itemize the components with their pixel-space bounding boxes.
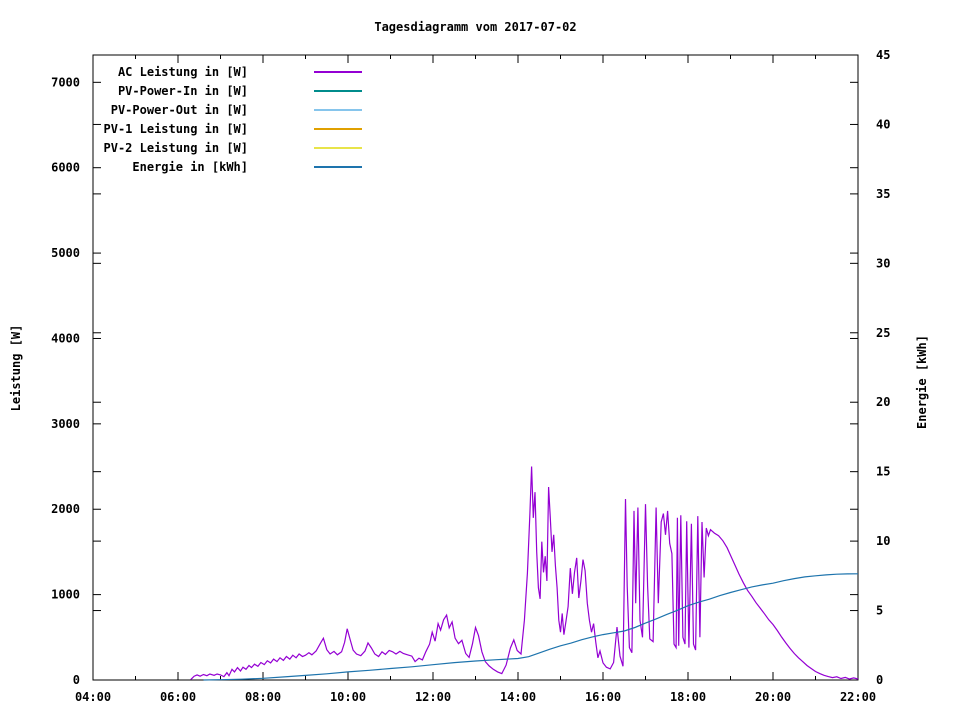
x-tick-label: 14:00 xyxy=(500,690,536,704)
y2-tick-label: 10 xyxy=(876,534,890,548)
y-axis-ticks: 0 1000 2000 3000 4000 5000 6000 7000 xyxy=(51,75,858,687)
legend-item-pv-power-out-in-w-: PV-Power-Out in [W] xyxy=(0,100,362,119)
x-tick-label: 12:00 xyxy=(415,690,451,704)
y2-tick-label: 35 xyxy=(876,187,890,201)
x-tick-label: 18:00 xyxy=(670,690,706,704)
legend-line-sample xyxy=(314,89,362,92)
x-tick-label: 04:00 xyxy=(75,690,111,704)
y2-tick-label: 25 xyxy=(876,326,890,340)
y2-axis-ticks: 0 5 10 15 20 25 30 35 40 45 xyxy=(93,48,890,687)
legend-label: Energie in [kWh] xyxy=(132,159,248,174)
legend-item-ac-leistung-in-w-: AC Leistung in [W] xyxy=(0,62,362,81)
chart-title: Tagesdiagramm vom 2017-07-02 xyxy=(374,20,577,34)
x-tick-label: 22:00 xyxy=(840,690,876,704)
series-line-energie-in-kwh- xyxy=(203,573,859,681)
y2-tick-label: 0 xyxy=(876,673,883,687)
legend-item-pv-2-leistung-in-w-: PV-2 Leistung in [W] xyxy=(0,138,362,157)
legend-line-sample xyxy=(314,146,362,149)
legend-line-sample xyxy=(314,127,362,130)
x-tick-label: 08:00 xyxy=(245,690,281,704)
x-tick-label: 20:00 xyxy=(755,690,791,704)
x-tick-label: 16:00 xyxy=(585,690,621,704)
x-tick-label: 10:00 xyxy=(330,690,366,704)
y-tick-label: 5000 xyxy=(51,246,80,260)
legend-item-pv-power-in-in-w-: PV-Power-In in [W] xyxy=(0,81,362,100)
legend-item-energie-in-kwh-: Energie in [kWh] xyxy=(0,157,362,176)
legend-label: PV-Power-In in [W] xyxy=(117,83,248,98)
y2-tick-label: 5 xyxy=(876,604,883,618)
legend-line-sample xyxy=(314,108,362,111)
y2-tick-label: 45 xyxy=(876,48,890,62)
legend-label: PV-Power-Out in [W] xyxy=(110,102,248,117)
y2-tick-label: 20 xyxy=(876,395,890,409)
legend-line-sample xyxy=(314,70,362,73)
chart-legend: AC Leistung in [W] PV-Power-In in [W] PV-P… xyxy=(0,62,362,176)
y2-tick-label: 15 xyxy=(876,465,890,479)
y-tick-label: 6000 xyxy=(51,161,80,175)
y2-tick-label: 30 xyxy=(876,256,890,270)
y-tick-label: 1000 xyxy=(51,588,80,602)
x-tick-label: 06:00 xyxy=(160,690,196,704)
y-tick-label: 3000 xyxy=(51,417,80,431)
legend-item-pv-1-leistung-in-w-: PV-1 Leistung in [W] xyxy=(0,119,362,138)
y-tick-label: 7000 xyxy=(51,75,80,89)
y2-tick-label: 40 xyxy=(876,117,890,131)
legend-line-sample xyxy=(314,165,362,168)
legend-label: PV-2 Leistung in [W] xyxy=(103,140,249,155)
legend-label: AC Leistung in [W] xyxy=(117,64,248,79)
y-tick-label: 0 xyxy=(73,673,80,687)
x-axis-ticks: 04:00 06:00 08:00 10:00 12:00 14:00 16:00 18:00… xyxy=(75,55,876,704)
legend-label: PV-1 Leistung in [W] xyxy=(103,121,249,136)
y-tick-label: 4000 xyxy=(51,331,80,345)
y-tick-label: 2000 xyxy=(51,502,80,516)
series-line-ac-leistung-in-w- xyxy=(190,466,859,681)
